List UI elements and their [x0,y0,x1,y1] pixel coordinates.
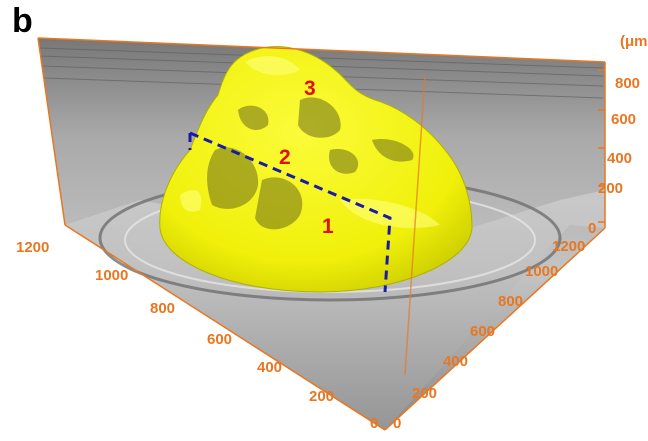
surface-texture [207,97,414,230]
left-axis-tick-label: 800 [150,300,175,317]
unit-label: (μm [620,33,648,50]
z-tick-label: 600 [611,111,636,128]
tissue-dome [159,46,473,293]
right-axis-tick-label: 1000 [525,263,558,280]
region-label-2: 2 [279,146,291,169]
right-axis-tick-label: 600 [470,323,495,340]
z-tick-label: 800 [615,75,640,92]
left-axis-tick-label: 200 [309,388,334,405]
right-axis-tick-label: 400 [443,353,468,370]
z-tick-label: 400 [607,150,632,167]
right-axis-tick-label: 0 [393,415,401,432]
right-axis-tick-label: 1200 [552,238,585,255]
axis-ticks [598,69,605,223]
axis-edges [37,37,606,431]
z-tick-label: 200 [598,180,623,197]
left-axis-tick-label: 1000 [95,267,128,284]
right-axis-tick-label: 200 [412,385,437,402]
right-axis-tick-label: 800 [498,293,523,310]
section-plane [188,131,392,293]
z-tick-label: 0 [588,220,596,237]
panel-letter: b [12,2,33,40]
region-label-3: 3 [304,77,316,100]
left-axis-tick-label: 400 [257,359,282,376]
left-axis-tick-label: 600 [207,331,232,348]
left-axis-tick-label: 0 [370,415,378,432]
left-axis-tick-label: 1200 [16,239,49,256]
region-label-1: 1 [322,215,334,238]
